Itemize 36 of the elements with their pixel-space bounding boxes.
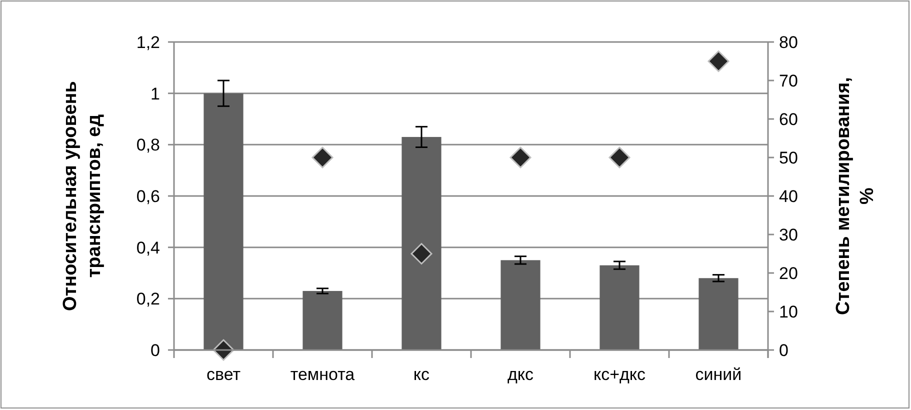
- y2-tick-label: 80: [779, 33, 798, 52]
- x-tick-label: свет: [206, 365, 241, 384]
- y-tick-label: 0,8: [136, 136, 160, 155]
- y2-tick-label: 70: [779, 72, 798, 90]
- x-tick-label: синий: [695, 365, 742, 384]
- bar: [302, 290, 342, 350]
- y-tick-label: 1: [150, 84, 160, 104]
- bar: [600, 265, 640, 350]
- y2-tick-label: 50: [779, 148, 798, 168]
- y-tick-label: 0,4: [136, 238, 160, 258]
- y2-tick-label: 0: [779, 341, 788, 360]
- y2-tick-label: 40: [779, 187, 798, 206]
- point: [510, 146, 532, 168]
- point: [312, 146, 334, 168]
- y-tick-label: 0: [150, 341, 160, 360]
- point: [708, 50, 730, 72]
- x-tick-label: темнота: [290, 365, 356, 384]
- y2-axis-title: Степень метилирования, %: [833, 77, 878, 315]
- y-tick-label: 0,6: [136, 187, 160, 206]
- bar: [698, 278, 738, 350]
- y-tick-label: 0,2: [136, 290, 160, 309]
- y2-tick-label: 20: [779, 264, 798, 283]
- bar: [402, 136, 442, 350]
- y-tick-label: 1,2: [136, 33, 160, 52]
- x-tick-label: кс: [413, 365, 430, 384]
- y2-tick-label: 60: [779, 110, 798, 129]
- point: [608, 146, 630, 168]
- x-tick-label: дкс: [507, 365, 534, 384]
- bar: [500, 260, 540, 350]
- point: [410, 243, 432, 264]
- bar: [204, 93, 244, 350]
- y-axis-title: Относительная уровень транскриптов, ед: [60, 81, 105, 311]
- point: [212, 339, 234, 361]
- y2-tick-label: 30: [779, 226, 798, 244]
- x-tick-label: кс+дкс: [593, 365, 646, 384]
- y2-tick-label: 10: [779, 302, 798, 322]
